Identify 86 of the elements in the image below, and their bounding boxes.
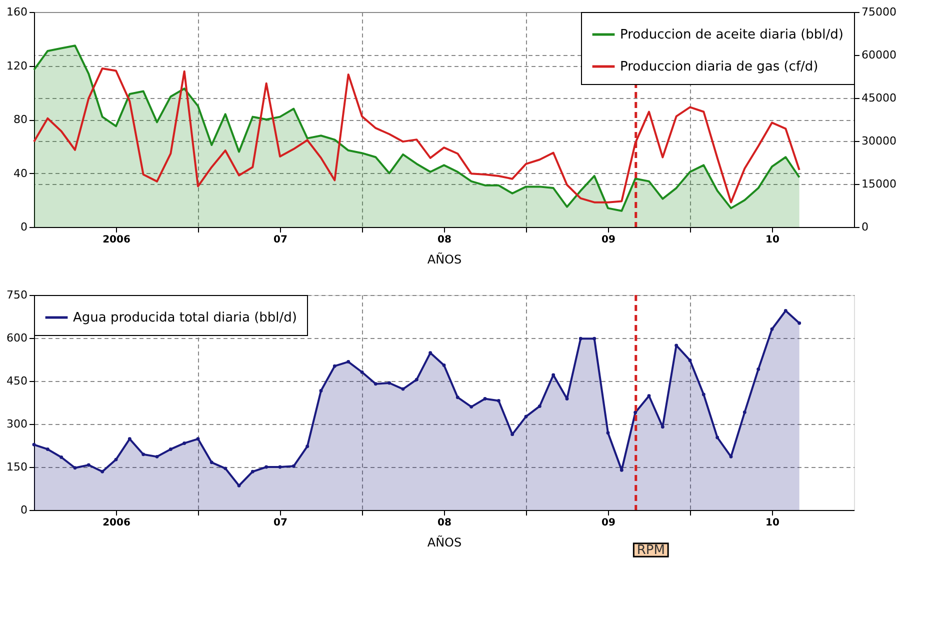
ref-line-label: RPM [636, 543, 665, 558]
point [388, 381, 392, 385]
point [278, 465, 282, 469]
point [414, 378, 418, 382]
x-tick-label: 07 [274, 518, 288, 528]
point [442, 364, 446, 367]
point [770, 327, 774, 331]
x-axis-title: AÑOS [427, 252, 462, 266]
y-tick-label: 40 [14, 166, 28, 180]
point [32, 442, 36, 446]
y-tick-label: 160 [6, 6, 28, 18]
point [196, 437, 200, 441]
y-tick-label: 0 [20, 504, 28, 516]
y2-tick-label: 15000 [862, 178, 896, 190]
point [647, 394, 651, 398]
point [578, 336, 582, 340]
point [470, 405, 474, 409]
legend-label: Produccion diaria de gas (cf/d) [620, 60, 818, 74]
point [660, 425, 664, 429]
x-tick-label: 09 [602, 518, 616, 528]
legend-label: Agua producida total diaria (bbl/d) [73, 310, 297, 326]
point [250, 470, 254, 474]
y-tick-label: 300 [6, 418, 28, 430]
y2-tick-label: 60000 [862, 48, 896, 62]
point [374, 382, 378, 386]
point [332, 364, 336, 368]
point [86, 463, 90, 467]
y2-tick-label: 75000 [862, 6, 896, 18]
x-tick-label: 08 [438, 518, 452, 528]
point [210, 460, 214, 464]
x-tick-label: 07 [274, 234, 288, 246]
x-tick-label: 08 [438, 234, 452, 246]
point [756, 368, 760, 371]
point [401, 387, 405, 391]
point [128, 437, 132, 441]
point [674, 344, 678, 348]
y-tick-label: 80 [14, 113, 28, 126]
point [606, 431, 610, 435]
x-tick-label: 2006 [102, 234, 130, 246]
y2-tick-label: 30000 [862, 134, 896, 148]
point [634, 410, 638, 414]
point [142, 452, 146, 456]
y-tick-label: 150 [6, 460, 28, 474]
point [716, 436, 720, 440]
point [237, 484, 241, 488]
point [524, 414, 528, 418]
point [688, 358, 692, 362]
point [496, 399, 500, 403]
point [702, 392, 706, 396]
x-tick-label: 10 [766, 518, 780, 528]
point [319, 389, 323, 392]
point [306, 444, 310, 448]
y-tick-label: 0 [20, 220, 28, 234]
point [182, 441, 186, 445]
point [168, 448, 172, 451]
point [620, 468, 624, 472]
x-axis-title: AÑOS [427, 534, 462, 550]
point [456, 396, 460, 400]
point [73, 466, 77, 470]
y2-tick-label: 45000 [862, 92, 896, 104]
legend-label: Produccion de aceite diaria (bbl/d) [620, 28, 844, 42]
point [155, 454, 159, 458]
point [483, 397, 487, 400]
point [798, 321, 802, 325]
y-tick-label: 600 [6, 332, 28, 344]
point [114, 458, 118, 462]
point [538, 404, 542, 408]
point [360, 370, 364, 374]
y-tick-label: 120 [6, 59, 28, 72]
y-tick-label: 450 [6, 374, 28, 388]
point [565, 397, 569, 400]
x-tick-label: 10 [766, 234, 780, 246]
point [346, 360, 350, 364]
y2-tick-label: 0 [862, 220, 868, 234]
point [224, 466, 228, 470]
x-tick-label: 09 [602, 234, 616, 246]
point [100, 470, 104, 474]
point [46, 448, 50, 451]
point [592, 336, 596, 340]
point [742, 410, 746, 414]
point [510, 432, 514, 436]
x-tick-label: 2006 [102, 518, 130, 528]
point [60, 456, 64, 459]
point [264, 465, 268, 469]
point [292, 464, 296, 468]
y-tick-label: 750 [6, 288, 28, 302]
